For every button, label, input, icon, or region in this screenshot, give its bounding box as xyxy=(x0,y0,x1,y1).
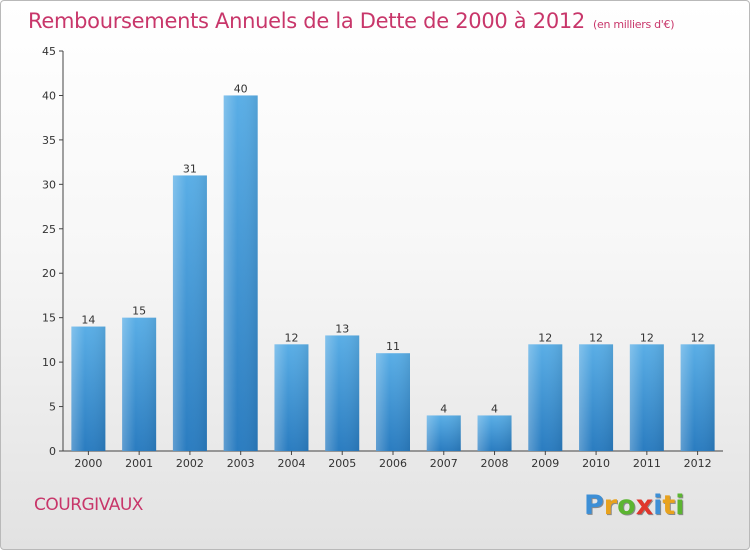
y-tick-label: 30 xyxy=(42,178,56,191)
bar-shine xyxy=(579,344,614,451)
bar-shine xyxy=(274,344,309,451)
bar-shine xyxy=(629,344,664,451)
data-label: 12 xyxy=(691,331,705,344)
town-name: COURGIVAUX xyxy=(34,495,143,515)
x-tick-label: 2003 xyxy=(227,457,255,470)
data-label: 12 xyxy=(284,331,298,344)
logo-letter: o xyxy=(617,490,636,521)
bar-shine xyxy=(122,317,157,451)
logo-letter: i xyxy=(675,490,685,521)
data-label: 14 xyxy=(81,314,95,327)
data-label: 4 xyxy=(491,402,498,415)
bar-shine xyxy=(325,335,360,451)
data-label: 15 xyxy=(132,305,146,318)
proxiti-logo: Proxiti xyxy=(584,490,685,521)
data-label: 4 xyxy=(440,402,447,415)
logo-letter: i xyxy=(653,490,663,521)
data-label: 40 xyxy=(234,82,248,95)
data-label: 13 xyxy=(335,322,349,335)
x-tick-label: 2005 xyxy=(328,457,356,470)
data-label: 12 xyxy=(640,331,654,344)
chart-title-text: Remboursements Annuels de la Dette de 20… xyxy=(28,9,585,33)
logo-letter: r xyxy=(603,490,618,521)
x-tick-label: 2000 xyxy=(74,457,102,470)
chart-title: Remboursements Annuels de la Dette de 20… xyxy=(28,9,674,33)
y-tick-label: 25 xyxy=(42,223,56,236)
labels: 14 2000 15 2001 31 2002 40 2003 12 2004 13 2005 11 20… xyxy=(74,82,711,470)
x-tick-label: 2004 xyxy=(277,457,305,470)
bars xyxy=(71,95,715,451)
logo-letter: P xyxy=(584,490,604,521)
x-tick-label: 2010 xyxy=(582,457,610,470)
bar-shine xyxy=(680,344,715,451)
y-tick-label: 10 xyxy=(42,356,56,369)
bar-shine xyxy=(477,415,512,451)
x-tick-label: 2011 xyxy=(633,457,661,470)
logo-letter: x xyxy=(635,490,654,521)
y-tick-label: 40 xyxy=(42,89,56,102)
y-tick-label: 35 xyxy=(42,134,56,147)
y-tick-label: 45 xyxy=(42,45,56,58)
bar-shine xyxy=(376,353,410,451)
x-tick-label: 2006 xyxy=(379,457,407,470)
x-tick-label: 2012 xyxy=(684,457,712,470)
y-tick-label: 0 xyxy=(49,445,56,458)
logo-letter: t xyxy=(662,490,676,521)
bar-shine xyxy=(426,415,461,451)
chart-subtitle: (en milliers d'€) xyxy=(593,18,675,31)
x-tick-label: 2009 xyxy=(531,457,559,470)
data-label: 12 xyxy=(589,331,603,344)
bar-shine xyxy=(223,95,258,451)
data-label: 11 xyxy=(386,340,400,353)
y-tick-label: 5 xyxy=(49,401,56,414)
data-label: 12 xyxy=(538,331,552,344)
x-tick-label: 2001 xyxy=(125,457,153,470)
x-tick-label: 2007 xyxy=(430,457,458,470)
data-label: 31 xyxy=(183,162,197,175)
x-tick-label: 2002 xyxy=(176,457,204,470)
bar-shine xyxy=(172,175,207,451)
x-tick-label: 2008 xyxy=(481,457,509,470)
y-tick-label: 15 xyxy=(42,312,56,325)
bar-shine xyxy=(528,344,563,451)
bar-shine xyxy=(71,326,106,451)
y-tick-label: 20 xyxy=(42,267,56,280)
